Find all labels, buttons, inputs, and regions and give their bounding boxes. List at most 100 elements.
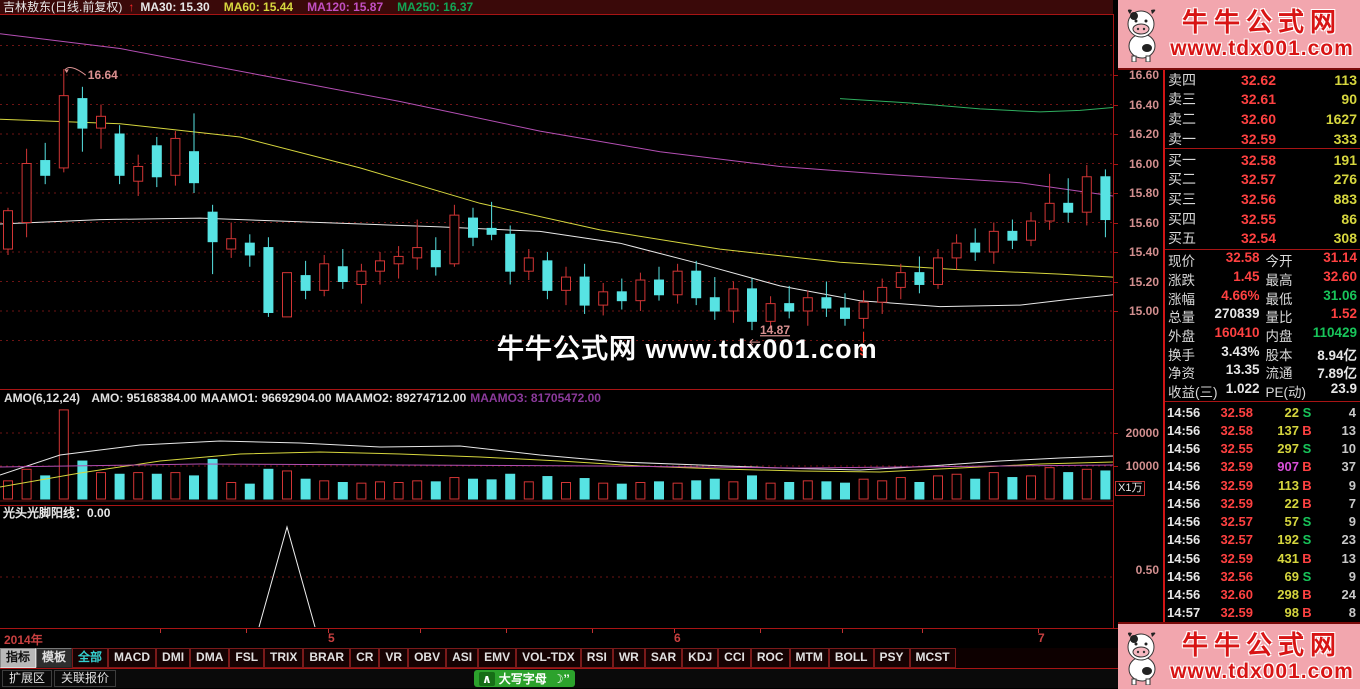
- tick-time: 14:56: [1165, 405, 1207, 420]
- tick-volume: 22: [1253, 405, 1299, 420]
- indicator-tab-OBV[interactable]: OBV: [408, 648, 446, 668]
- ad-banner-top[interactable]: 牛牛公式网 www.tdx001.com: [1118, 0, 1360, 70]
- info-label: 涨幅: [1165, 288, 1195, 308]
- indicator-tab-MCST[interactable]: MCST: [910, 648, 956, 668]
- ad-banner-bottom[interactable]: 牛牛公式网 www.tdx001.com: [1118, 622, 1360, 689]
- level-price: 32.60: [1214, 111, 1276, 127]
- status-bar: 扩展区关联报价 ∧ 大写字母 ☽ ’’: [0, 668, 1163, 688]
- level-price: 32.57: [1214, 171, 1276, 187]
- indicator-tab-WR[interactable]: WR: [613, 648, 645, 668]
- chart-axis-divider: [1113, 14, 1114, 628]
- signal-axis: 0.50: [1113, 505, 1163, 628]
- info-value: 1.52: [1293, 306, 1360, 326]
- signal-chart[interactable]: [0, 521, 1113, 628]
- info-value: 3.43%: [1195, 344, 1263, 364]
- banner-site-name: 牛牛公式网: [1164, 630, 1360, 660]
- tick-time: 14:56: [1165, 514, 1207, 529]
- indicator-tab-DMI[interactable]: DMI: [156, 648, 190, 668]
- indicator-tab-RSI[interactable]: RSI: [581, 648, 613, 668]
- info-label: 流通: [1263, 362, 1293, 382]
- indicator-tab-CCI[interactable]: CCI: [718, 648, 751, 668]
- ma60-line: [0, 119, 1113, 277]
- volume-chart[interactable]: [0, 405, 1113, 505]
- tick-count: 8: [1315, 605, 1360, 620]
- indicator-tab-DMA[interactable]: DMA: [190, 648, 229, 668]
- ime-indicator[interactable]: ∧ 大写字母 ☽ ’’: [474, 670, 575, 687]
- status-tab-关联报价[interactable]: 关联报价: [54, 670, 116, 687]
- indicator-tab-BOLL[interactable]: BOLL: [829, 648, 874, 668]
- info-label: 内盘: [1263, 325, 1293, 345]
- tick-price: 32.60: [1207, 587, 1253, 602]
- indicator-tab-FSL[interactable]: FSL: [229, 648, 264, 668]
- indicator-tab-ASI[interactable]: ASI: [446, 648, 478, 668]
- level-price: 32.54: [1214, 230, 1276, 246]
- signal-sep: ：: [75, 506, 87, 520]
- signal-level-label: 0.50: [1115, 563, 1159, 577]
- banner-site-name: 牛牛公式网: [1164, 7, 1360, 37]
- level-label: 卖一: [1165, 129, 1214, 149]
- info-label: 量比: [1263, 306, 1293, 326]
- y-axis-label: 15.60: [1115, 216, 1159, 230]
- tick-time: 14:56: [1165, 496, 1207, 511]
- level-label: 卖三: [1165, 89, 1214, 109]
- volume-pane[interactable]: [0, 405, 1113, 505]
- tick-price: 32.57: [1207, 514, 1253, 529]
- tab-指标[interactable]: 指标: [0, 648, 36, 668]
- info-label: 现价: [1165, 250, 1195, 270]
- tick-side: B: [1299, 587, 1315, 602]
- tick-time: 14:56: [1165, 459, 1207, 474]
- indicator-tab-BRAR[interactable]: BRAR: [303, 648, 350, 668]
- tick-price: 32.59: [1207, 605, 1253, 620]
- indicator-tab-KDJ[interactable]: KDJ: [682, 648, 718, 668]
- indicator-tab-PSY[interactable]: PSY: [874, 648, 910, 668]
- tick-side: B: [1299, 459, 1315, 474]
- status-tab-扩展区[interactable]: 扩展区: [2, 670, 52, 687]
- indicator-tab-CR[interactable]: CR: [350, 648, 379, 668]
- indicator-tab-MACD[interactable]: MACD: [108, 648, 156, 668]
- indicator-tab-TRIX[interactable]: TRIX: [264, 648, 303, 668]
- y-axis-label: 16.60: [1115, 68, 1159, 82]
- info-value: 4.66%: [1195, 288, 1263, 308]
- info-label: PE(动): [1263, 381, 1307, 401]
- tab-模板[interactable]: 模板: [36, 648, 72, 668]
- tick-count: 37: [1315, 459, 1360, 474]
- info-value: 13.35: [1195, 362, 1263, 382]
- tick-volume: 431: [1253, 551, 1299, 566]
- indicator-tab-ROC[interactable]: ROC: [751, 648, 790, 668]
- indicator-tab-MTM[interactable]: MTM: [790, 648, 829, 668]
- indicator-tab-VOL-TDX[interactable]: VOL-TDX: [516, 648, 581, 668]
- info-value: 32.60: [1293, 269, 1360, 289]
- tick-volume: 192: [1253, 532, 1299, 547]
- signal-pane[interactable]: [0, 521, 1113, 628]
- cow-mascot-icon: [1120, 6, 1164, 62]
- tick-time: 14:56: [1165, 423, 1207, 438]
- amo-value-label: AMO: 95168384.00: [91, 391, 196, 405]
- indicator-tab-EMV[interactable]: EMV: [478, 648, 516, 668]
- indicator-tab-全部[interactable]: 全部: [72, 648, 108, 668]
- volume-axis-label: 20000: [1115, 426, 1159, 440]
- info-value: 110429: [1293, 325, 1360, 345]
- indicator-tab-VR[interactable]: VR: [379, 648, 408, 668]
- tick-volume: 57: [1253, 514, 1299, 529]
- info-value: 32.58: [1195, 250, 1263, 270]
- indicator-tab-SAR[interactable]: SAR: [645, 648, 682, 668]
